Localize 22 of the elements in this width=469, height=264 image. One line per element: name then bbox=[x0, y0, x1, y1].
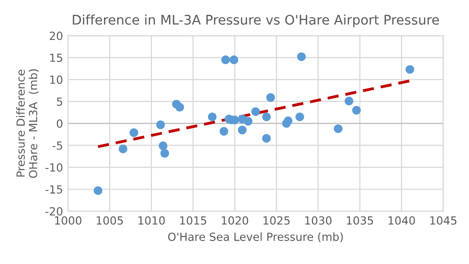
y-tick-label: -5 bbox=[52, 141, 62, 150]
x-tick-label: 1040 bbox=[388, 216, 415, 225]
x-tick-label: 1030 bbox=[305, 216, 332, 225]
x-tick-label: 1020 bbox=[222, 216, 248, 225]
y-tick-label: 5 bbox=[56, 98, 62, 106]
chart-title: Difference in ML-3A Pressure vs O'Hare Airport Pressure bbox=[72, 14, 439, 28]
x-tick-label: 1005 bbox=[96, 216, 123, 225]
x-tick-label: 1015 bbox=[180, 216, 206, 225]
y-tick-label: 10 bbox=[50, 76, 62, 84]
x-tick-label: 1000 bbox=[55, 216, 82, 225]
y-tick-label: 15 bbox=[50, 54, 62, 62]
x-tick-label: 1045 bbox=[430, 216, 456, 225]
y-tick-label: -20 bbox=[46, 207, 62, 216]
x-tick-label: 1025 bbox=[264, 216, 290, 225]
y-tick-label: 0 bbox=[56, 119, 62, 128]
x-tick-label: 1035 bbox=[346, 216, 373, 225]
y-tick-label: -15 bbox=[46, 185, 62, 194]
x-tick-label: 1010 bbox=[138, 216, 165, 225]
y-tick-label: 20 bbox=[50, 32, 62, 40]
y-axis-title: Pressure Difference OHare - ML3A (mb) bbox=[16, 69, 39, 178]
x-axis-title: O'Hare Sea Level Pressure (mb) bbox=[168, 232, 343, 242]
y-tick-label: -10 bbox=[46, 163, 62, 172]
